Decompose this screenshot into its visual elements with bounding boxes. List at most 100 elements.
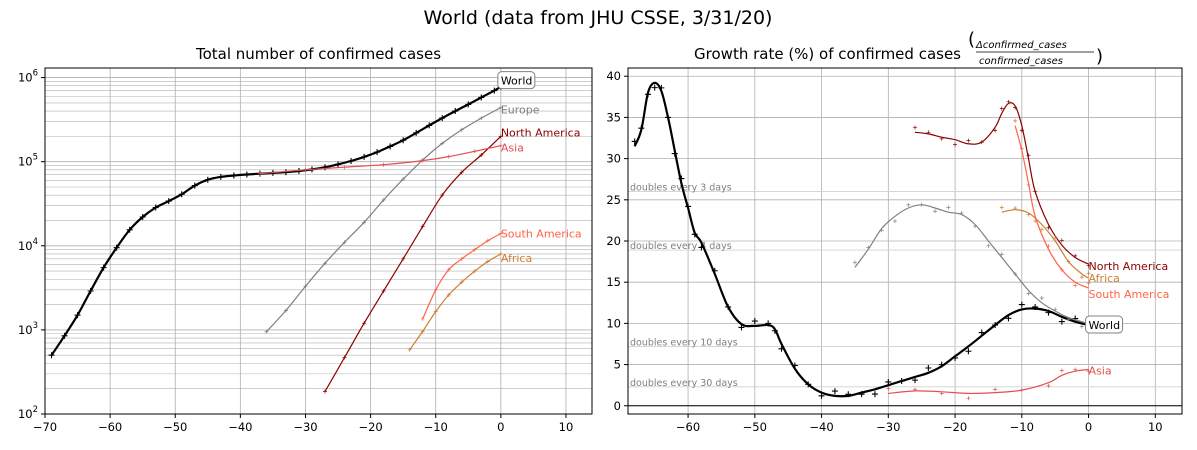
data-point-europe [1039,295,1044,300]
y-tick-label: 35 [606,110,621,124]
data-point-asia [886,386,891,391]
data-point-europe [1079,324,1084,329]
series-north-america [323,134,503,394]
data-point-world [1072,315,1079,322]
x-tick-label: 0 [1085,420,1092,434]
data-point-north-america [323,389,328,394]
series-south-america [420,231,503,321]
y-tick-label: 25 [606,193,621,207]
data-point-north-america [999,106,1004,111]
chart-title: Total number of confirmed cases [195,45,441,63]
data-point-world [818,392,825,399]
series-line-europe [854,204,1089,325]
series-layer [48,83,504,394]
data-point-world [885,378,892,385]
series-line-south-america [1014,125,1089,289]
x-tick-label: −20 [943,420,967,434]
series-africa [407,251,503,352]
data-point-africa [1053,235,1058,240]
x-tick-label: −60 [98,420,122,434]
data-point-europe [1026,291,1031,296]
data-point-europe [852,260,857,265]
x-tick-label: −30 [876,420,900,434]
data-point-europe [933,209,938,214]
data-point-europe [892,219,897,224]
series-line-north-america [324,135,502,392]
data-point-world [48,352,55,359]
data-point-europe [986,243,991,248]
y-tick-label: 104 [18,237,38,253]
series-line-south-america [422,232,502,320]
data-point-south-america [1086,281,1091,286]
series-label-north-america: North America [501,126,581,139]
data-point-asia [1059,368,1064,373]
formula-open-paren: ( [968,29,975,50]
data-point-north-america [1086,263,1091,268]
data-point-world [871,391,878,398]
x-tick-label: −60 [676,420,700,434]
series-line-world [633,81,1089,398]
reference-label: doubles every 3 days [630,183,732,194]
data-point-asia [1046,383,1051,388]
x-tick-label: −30 [293,420,317,434]
data-point-world [751,318,758,325]
reference-label: doubles every 4 days [630,241,732,252]
plot-frame [44,67,593,415]
data-point-world [912,377,919,384]
grid-lines [628,68,1182,414]
series-line-africa [1001,209,1089,279]
formula-close-paren: ) [1096,46,1103,67]
y-tick-label: 102 [18,405,38,421]
series-europe [264,105,503,334]
series-world [631,81,1092,399]
data-point-africa [1039,227,1044,232]
data-point-europe [946,205,951,210]
data-point-south-america [1073,283,1078,288]
y-tick-label: 105 [18,153,38,169]
data-point-north-america [913,125,918,130]
x-tick-label: −50 [163,420,187,434]
y-tick-label: 20 [606,234,621,248]
x-tick-label: −10 [424,420,448,434]
formula-denominator: confirmed_cases [979,56,1063,67]
data-point-world [1058,318,1065,325]
reference-label: doubles every 10 days [630,337,738,348]
data-point-north-america [966,138,971,143]
data-point-south-america [498,231,503,236]
data-point-africa [407,347,412,352]
x-tick-label: −50 [743,420,767,434]
data-point-africa [498,251,503,256]
data-point-world [831,388,838,395]
series-layer [631,81,1092,401]
data-point-europe [498,105,503,110]
data-point-world [925,365,932,372]
data-point-asia [966,396,971,401]
y-tick-label: 5 [614,358,621,372]
data-point-africa [1079,275,1084,280]
data-point-north-america [993,128,998,133]
series-line-north-america [914,102,1089,265]
data-point-world [1018,301,1025,308]
formula-numerator: Δconfirmed_cases [975,40,1067,51]
chart-title: Growth rate (%) of confirmed cases [694,45,961,63]
series-line-europe [265,107,502,333]
series-south-america [1013,118,1091,289]
series-line-africa [409,253,502,351]
series-africa [999,205,1091,280]
series-line-asia [259,145,501,175]
y-tick-label: 15 [606,275,621,289]
x-tick-label: 10 [1148,420,1163,434]
series-label-europe: Europe [501,104,540,117]
series-label-asia: Asia [501,142,524,155]
y-tick-label: 30 [606,152,621,166]
series-label-south-america: South America [501,228,582,241]
data-point-europe [906,202,911,207]
reference-label: doubles every 30 days [630,378,738,389]
y-tick-label: 106 [18,69,38,85]
data-point-north-america [498,134,503,139]
data-point-europe [999,252,1004,257]
x-tick-label: 0 [497,420,504,434]
y-tick-label: 10 [606,316,621,330]
growth-rate-chart: doubles every 3 days doubles every 4 days… [606,29,1183,434]
x-tick-label: −40 [809,420,833,434]
